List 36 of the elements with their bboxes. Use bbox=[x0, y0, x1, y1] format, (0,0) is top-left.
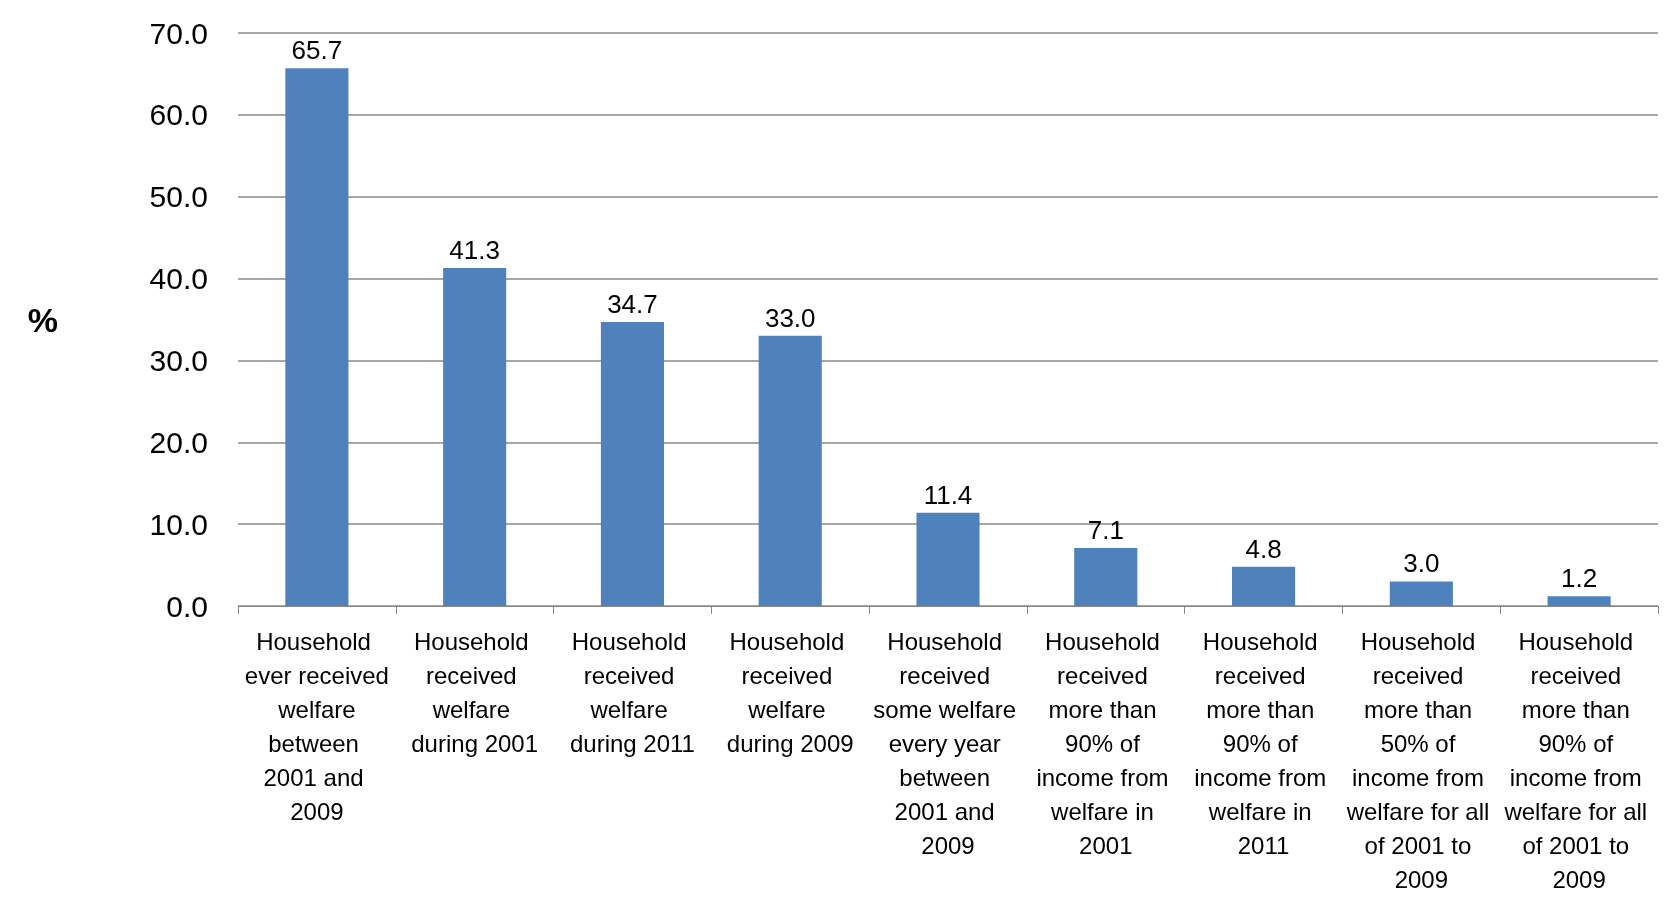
y-tick-label: 0.0 bbox=[166, 589, 208, 623]
data-label: 33.0 bbox=[764, 302, 816, 333]
x-tick-label: Household received more than 90% of income from welfare in 2001 bbox=[1036, 627, 1176, 859]
y-tick-label: 60.0 bbox=[149, 98, 208, 132]
data-label: 7.1 bbox=[1087, 514, 1124, 545]
bar bbox=[1232, 566, 1296, 606]
x-tick-label: Household received welfare during 2001 bbox=[411, 627, 539, 757]
y-tick-label: 40.0 bbox=[149, 262, 208, 296]
bar bbox=[1547, 596, 1611, 606]
x-tick-label: Household received welfare during 2009 bbox=[726, 627, 854, 757]
y-tick-label: 20.0 bbox=[149, 425, 208, 459]
bar bbox=[1074, 547, 1138, 606]
bar bbox=[443, 267, 507, 606]
y-tick-label: 70.0 bbox=[149, 16, 208, 50]
x-tick-label: Household received more than 90% of income from welfare in 2011 bbox=[1194, 627, 1333, 859]
bar bbox=[1389, 581, 1453, 606]
bar bbox=[600, 321, 664, 606]
bar bbox=[758, 335, 822, 606]
x-tick-label: Household received welfare during 2011 bbox=[569, 627, 695, 757]
data-label: 1.2 bbox=[1561, 563, 1598, 594]
bar bbox=[916, 512, 980, 606]
x-tick-label: Household received more than 50% of income from welfare for all of 2001 to 2009 bbox=[1345, 627, 1497, 893]
y-axis-title: % bbox=[27, 300, 58, 339]
data-label: 4.8 bbox=[1245, 533, 1282, 564]
x-tick-label: Household received more than 90% of income from welfare for all of 2001 to 2009 bbox=[1503, 627, 1654, 893]
y-tick-label: 10.0 bbox=[149, 507, 208, 541]
y-tick-label: 50.0 bbox=[149, 180, 208, 214]
data-label: 34.7 bbox=[607, 288, 658, 319]
data-label: 3.0 bbox=[1403, 548, 1440, 579]
y-tick-label: 30.0 bbox=[149, 343, 208, 377]
bar bbox=[285, 68, 349, 606]
data-label: 11.4 bbox=[923, 479, 973, 510]
data-label: 65.7 bbox=[291, 35, 343, 66]
data-label: 41.3 bbox=[449, 234, 500, 265]
x-tick-label: Household ever received welfare between 2001 and 2009 bbox=[244, 627, 389, 825]
x-tick-label: Household received some welfare every year between 2001 and 2009 bbox=[873, 627, 1023, 859]
